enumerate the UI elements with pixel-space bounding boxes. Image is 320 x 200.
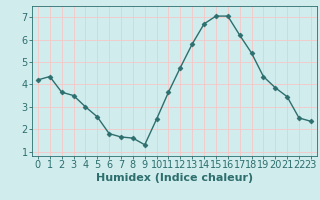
X-axis label: Humidex (Indice chaleur): Humidex (Indice chaleur) xyxy=(96,173,253,183)
